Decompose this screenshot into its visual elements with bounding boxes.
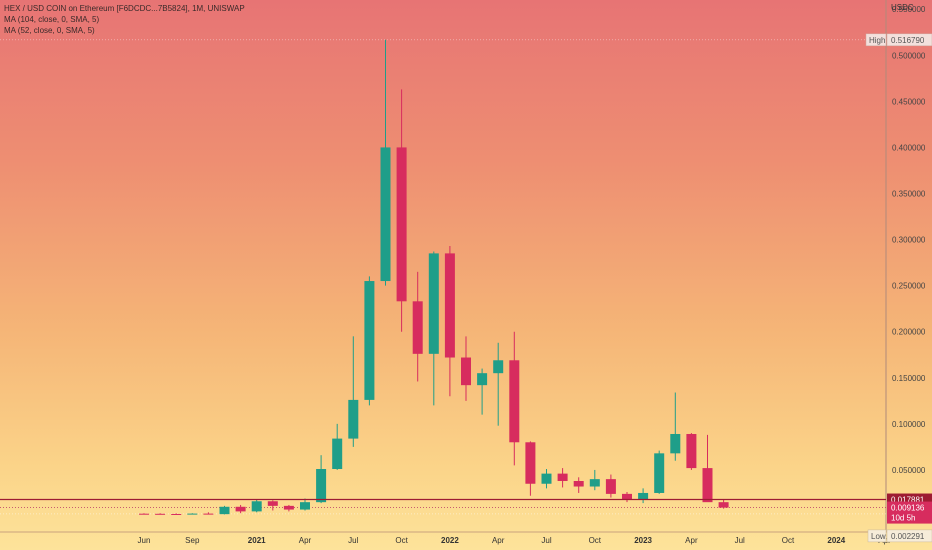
y-tick-label: 0.500000 bbox=[892, 51, 926, 60]
high-tag: High bbox=[869, 36, 885, 45]
legend-title[interactable]: HEX / USD COIN on Ethereum [F6DCDC...7B5… bbox=[4, 4, 245, 13]
candle-body bbox=[638, 492, 649, 500]
y-tick-label: 0.350000 bbox=[892, 190, 926, 199]
high-value-bg bbox=[886, 33, 932, 47]
hline-value: 0.017881 bbox=[891, 496, 925, 505]
candle-body bbox=[493, 360, 504, 374]
candle-body bbox=[654, 453, 665, 493]
x-tick-label: 2022 bbox=[441, 536, 459, 545]
low-value-bg bbox=[886, 529, 932, 543]
candle-body bbox=[171, 513, 182, 515]
x-tick-label: Oct bbox=[395, 536, 408, 545]
y-tick-label: 0.450000 bbox=[892, 97, 926, 106]
x-tick-label: Apr bbox=[299, 536, 312, 545]
low-tag: Low bbox=[871, 532, 886, 541]
current-price-bg bbox=[887, 501, 932, 524]
candle-body bbox=[396, 147, 407, 302]
x-tick-label: Jun bbox=[138, 536, 151, 545]
candle-body bbox=[332, 438, 343, 470]
x-tick-label: 2024 bbox=[827, 536, 845, 545]
legend-ma-104[interactable]: MA (104, close, 0, SMA, 5) bbox=[4, 15, 100, 24]
current-price-value: 0.009136 bbox=[891, 504, 925, 513]
currency-label: USDC bbox=[891, 3, 914, 12]
candle-body bbox=[573, 480, 584, 487]
y-tick-label: 0.550000 bbox=[892, 5, 926, 14]
x-tick-label: Oct bbox=[589, 536, 602, 545]
candle-body bbox=[219, 506, 230, 515]
candle-body bbox=[589, 479, 600, 487]
candle-body bbox=[477, 373, 488, 386]
low-value: 0.002291 bbox=[891, 532, 925, 541]
candle-body bbox=[139, 513, 149, 515]
y-tick-label: 0.300000 bbox=[892, 236, 926, 245]
x-tick-label: Jul bbox=[735, 536, 745, 545]
legend-ma-52[interactable]: MA (52, close, 0, SMA, 5) bbox=[4, 26, 95, 35]
candle-body bbox=[348, 399, 359, 439]
x-tick-label: 2023 bbox=[634, 536, 652, 545]
y-tick-label: 0.250000 bbox=[892, 282, 926, 291]
candle-body bbox=[622, 493, 632, 500]
candle-body bbox=[461, 357, 471, 386]
x-tick-label: Apr bbox=[492, 536, 505, 545]
x-tick-label: Jul bbox=[541, 536, 551, 545]
candle-body bbox=[412, 301, 423, 354]
x-tick-label: Apr bbox=[685, 536, 698, 545]
candle-body bbox=[300, 502, 310, 510]
candle-body bbox=[718, 502, 729, 508]
candle-body bbox=[235, 506, 246, 512]
candle-body bbox=[525, 442, 536, 484]
candle-body bbox=[605, 479, 616, 494]
candle-body bbox=[702, 468, 713, 503]
candle-body bbox=[283, 505, 294, 510]
candle-body bbox=[444, 253, 455, 358]
candle-body bbox=[557, 473, 568, 481]
chart-legend: HEX / USD COIN on Ethereum [F6DCDC...7B5… bbox=[4, 3, 245, 36]
candle-body bbox=[155, 513, 166, 515]
x-tick-label: Jul bbox=[348, 536, 358, 545]
candle-body bbox=[364, 281, 375, 400]
y-tick-label: 0.050000 bbox=[892, 466, 926, 475]
candle-body bbox=[541, 473, 552, 484]
candle-body bbox=[187, 513, 198, 515]
high-tag-bg bbox=[865, 33, 887, 47]
high-value: 0.516790 bbox=[891, 36, 925, 45]
candle-body bbox=[251, 501, 262, 512]
candle-body bbox=[316, 469, 327, 503]
y-tick-label: 0.400000 bbox=[892, 143, 926, 152]
candle-body bbox=[509, 360, 520, 443]
current-countdown: 10d 5h bbox=[891, 514, 915, 523]
candle-body bbox=[686, 433, 697, 469]
y-tick-label: 0.200000 bbox=[892, 328, 926, 337]
y-tick-label: 0.100000 bbox=[892, 420, 926, 429]
low-tag-bg bbox=[867, 529, 887, 543]
x-tick-label: 2021 bbox=[248, 536, 266, 545]
candle-body bbox=[428, 253, 439, 354]
candle-body bbox=[670, 433, 681, 454]
candle-body bbox=[267, 501, 278, 506]
candle-body bbox=[380, 147, 391, 282]
y-tick-label: 0.150000 bbox=[892, 374, 926, 383]
x-tick-label: Oct bbox=[782, 536, 795, 545]
candle-body bbox=[203, 513, 214, 515]
x-tick-label: Sep bbox=[185, 536, 200, 545]
